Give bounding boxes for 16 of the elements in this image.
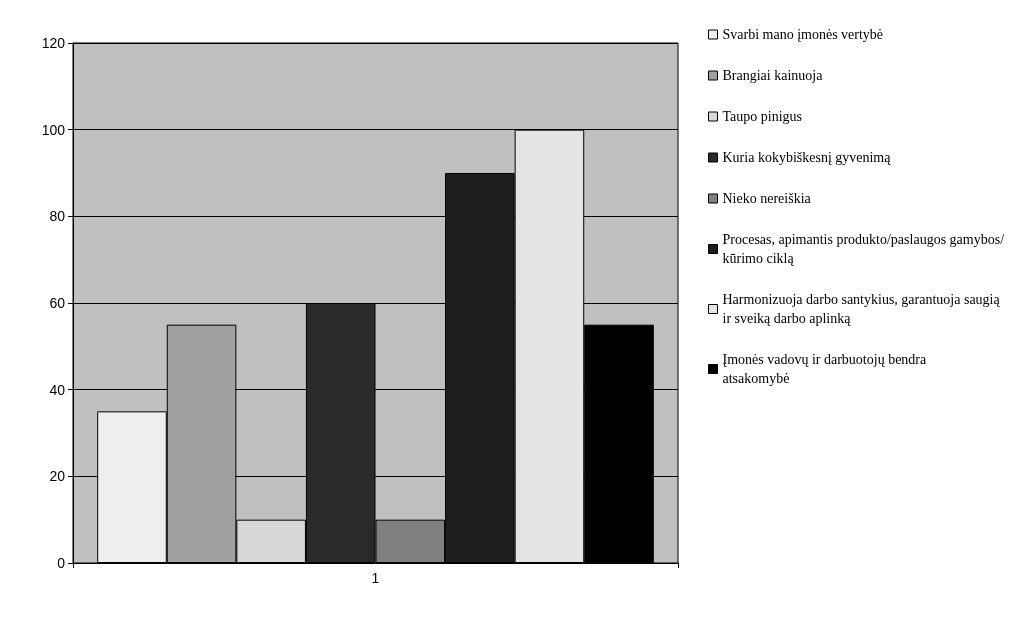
y-tick-label: 20 xyxy=(49,468,66,485)
legend-label: Įmonės vadovų ir darbuotojų bendra atsakomybė xyxy=(722,352,930,386)
y-tick-label: 0 xyxy=(57,555,66,571)
legend-label: Brangiai kainuoja xyxy=(722,68,824,83)
y-tick-label: 80 xyxy=(49,208,66,225)
x-tick-label: 1 xyxy=(371,570,380,586)
legend-label: Procesas, apimantis produkto/paslaugos gamybos/kūrimo ciklą xyxy=(722,232,1005,266)
y-tick-label: 100 xyxy=(41,121,66,138)
legend-label: Kuria kokybiškesnį gyvenimą xyxy=(722,150,892,165)
y-tick-label: 120 xyxy=(41,35,66,51)
legend-label: Taupo pinigus xyxy=(722,109,803,124)
y-tick-label: 40 xyxy=(49,381,66,398)
y-tick-label: 60 xyxy=(49,295,66,311)
legend-label: Svarbi mano įmonės vertybė xyxy=(722,27,884,42)
legend-label: Nieko nereiškia xyxy=(722,191,812,206)
legend-label: Harmonizuoja darbo santykius, garantuoja saugią ir sveiką darbo aplinką xyxy=(722,292,1004,326)
